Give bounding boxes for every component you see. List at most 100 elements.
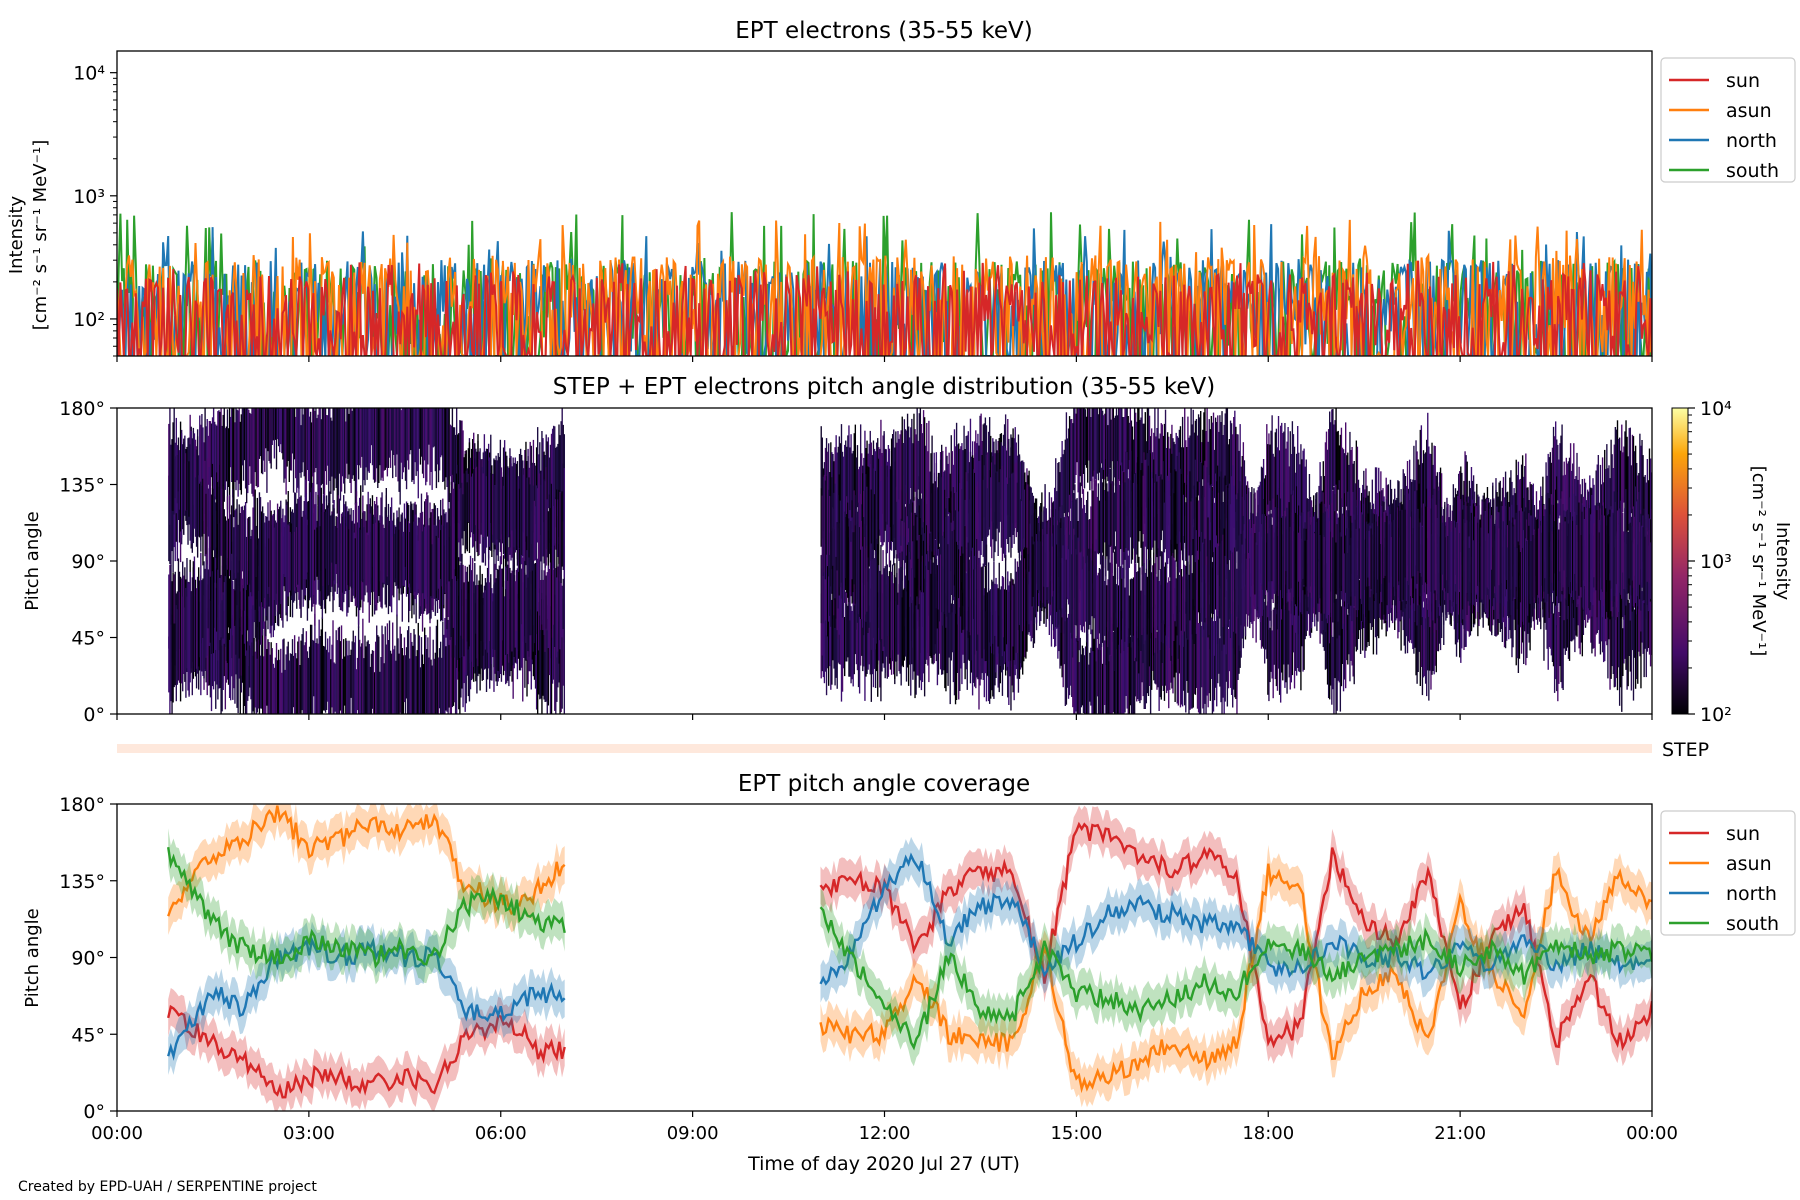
heatmap-cell <box>1646 591 1649 652</box>
heatmap-cell <box>897 604 899 655</box>
heatmap-cell <box>1057 463 1059 557</box>
heatmap-cell <box>1572 463 1574 566</box>
heatmap-cell <box>244 408 247 489</box>
heatmap-cell <box>1616 420 1619 534</box>
heatmap-cell <box>1016 455 1019 508</box>
heatmap-cell <box>1618 508 1621 593</box>
heatmap-cell <box>484 590 487 650</box>
y-tick-label: 0° <box>83 704 105 726</box>
heatmap-cell <box>394 533 396 583</box>
heatmap-cell <box>1214 547 1217 610</box>
heatmap-cell <box>930 573 932 658</box>
heatmap-cell <box>353 408 356 481</box>
heatmap-cell <box>1205 565 1207 618</box>
heatmap-cell <box>253 496 255 596</box>
heatmap-cell <box>948 600 950 658</box>
heatmap-cell <box>1229 608 1232 688</box>
heatmap-cell <box>962 478 964 593</box>
heatmap-cell <box>1435 504 1437 601</box>
heatmap-cell <box>1601 505 1604 592</box>
heatmap-cell <box>1161 551 1164 663</box>
heatmap-cell <box>836 522 838 571</box>
heatmap-cell <box>218 410 220 487</box>
heatmap-cell <box>915 514 917 632</box>
heatmap-cell <box>1089 519 1091 568</box>
heatmap-cell <box>207 488 209 537</box>
heatmap-cell <box>1300 584 1302 691</box>
heatmap-cell <box>822 598 825 678</box>
heatmap-cell <box>338 626 341 714</box>
heatmap-cell <box>1430 454 1432 514</box>
heatmap-cell <box>1636 598 1638 679</box>
heatmap-cell <box>358 408 361 466</box>
heatmap-cell <box>953 575 956 696</box>
heatmap-cell <box>453 482 456 570</box>
heatmap-cell <box>1234 491 1236 578</box>
heatmap-cell <box>1058 510 1060 625</box>
heatmap-cell <box>939 459 942 580</box>
heatmap-cell <box>972 597 975 683</box>
heatmap-cell <box>1173 493 1175 559</box>
heatmap-cell <box>355 669 358 714</box>
heatmap-cell <box>1480 527 1482 603</box>
heatmap-cell <box>292 655 295 708</box>
heatmap-cell <box>1123 551 1125 651</box>
heatmap-cell <box>977 564 979 635</box>
heatmap-cell <box>1342 515 1345 624</box>
heatmap-cell <box>173 408 175 515</box>
heatmap-cell <box>976 443 978 529</box>
heatmap-cell <box>1164 492 1167 550</box>
heatmap-cell <box>919 590 922 681</box>
heatmap-cell <box>1279 425 1282 528</box>
heatmap-cell <box>1439 499 1442 606</box>
heatmap-cell <box>835 435 837 526</box>
heatmap-cell <box>1173 613 1175 678</box>
legend-label-sun: sun <box>1726 823 1760 845</box>
heatmap-cell <box>857 572 860 688</box>
heatmap-cell <box>1100 408 1103 464</box>
heatmap-cell <box>1115 584 1118 650</box>
heatmap-cell <box>921 433 924 528</box>
heatmap-cell <box>1258 531 1261 597</box>
heatmap-cell <box>243 591 246 644</box>
heatmap-cell <box>180 614 183 680</box>
heatmap-cell <box>904 429 907 505</box>
heatmap-cell <box>1549 577 1552 649</box>
heatmap-cell <box>847 605 849 658</box>
heatmap-cell <box>1620 500 1622 595</box>
heatmap-cell <box>378 520 380 596</box>
heatmap-cell <box>268 538 270 587</box>
heatmap-cell <box>1616 531 1619 597</box>
heatmap-cell <box>1022 460 1024 577</box>
heatmap-cell <box>1519 552 1522 603</box>
heatmap-cell <box>835 547 837 619</box>
heatmap-cell <box>346 526 348 589</box>
heatmap-cell <box>1279 498 1282 591</box>
heatmap-cell <box>484 451 487 540</box>
heatmap-cell <box>1113 551 1116 671</box>
heatmap-cell <box>344 656 346 706</box>
heatmap-cell <box>549 594 552 714</box>
heatmap-cell <box>353 642 356 714</box>
heatmap-cell <box>413 408 415 485</box>
heatmap-cell <box>1196 435 1199 490</box>
heatmap-cell <box>508 475 510 537</box>
heatmap-cell <box>267 639 269 714</box>
heatmap-cell <box>425 530 427 586</box>
heatmap-cell <box>517 545 520 659</box>
heatmap-cell <box>464 453 466 554</box>
heatmap-cell <box>476 466 478 553</box>
heatmap-cell <box>458 433 460 501</box>
heatmap-cell <box>238 408 240 484</box>
heatmap-cell <box>216 472 218 584</box>
heatmap-cell <box>269 408 271 464</box>
heatmap-cell <box>327 638 329 702</box>
heatmap-cell <box>1136 462 1138 555</box>
heatmap-cell <box>280 648 282 714</box>
heatmap-cell <box>1482 495 1484 604</box>
heatmap-cell <box>510 573 512 666</box>
heatmap-cell <box>855 457 858 519</box>
heatmap-cell <box>1221 411 1223 505</box>
heatmap-cell <box>1332 537 1334 623</box>
heatmap-cell <box>1285 584 1287 683</box>
